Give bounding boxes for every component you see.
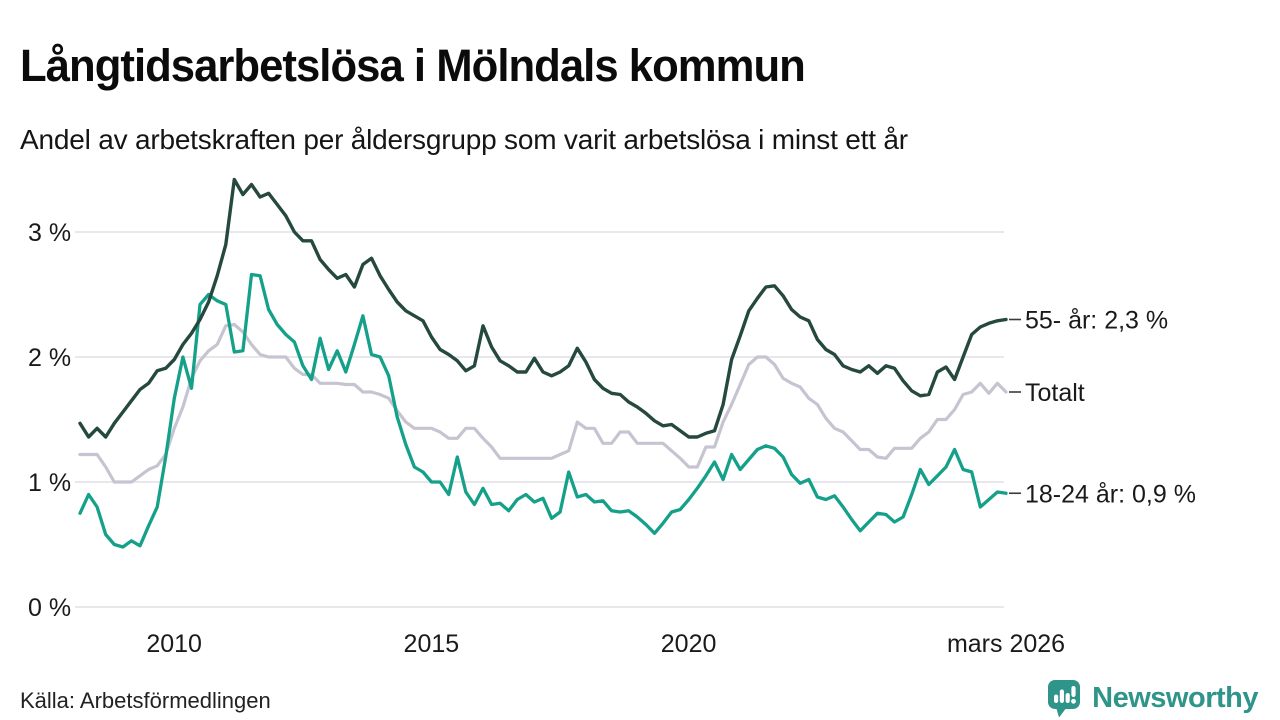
page-title: Långtidsarbetslösa i Mölndals kommun [20, 40, 806, 92]
x-axis-tick-label: mars 2026 [947, 630, 1065, 658]
source-note: Källa: Arbetsförmedlingen [20, 688, 271, 713]
brand-name: Newsworthy [1092, 681, 1258, 714]
exclamation-mark-dot [1071, 698, 1077, 704]
page-subtitle: Andel av arbetskraften per åldersgrupp s… [20, 124, 908, 155]
y-axis-tick-label: 3 % [28, 219, 71, 247]
bar-chart-bar-2 [1059, 689, 1065, 703]
brand-logo: Newsworthy [1045, 678, 1258, 718]
newsworthy-icon [1048, 680, 1081, 718]
bar-chart-bar-3 [1065, 693, 1070, 703]
series-end-label-55-r: 55- år: 2,3 % [1025, 307, 1168, 335]
y-axis-tick-label: 0 % [28, 594, 71, 622]
series-end-label-18-24-r: 18-24 år: 0,9 % [1025, 480, 1196, 508]
x-axis-tick-label: 2020 [661, 630, 717, 658]
bar-chart-bar-1 [1054, 694, 1059, 703]
series-line-55-r [78, 177, 1008, 439]
series-end-label-totalt: Totalt [1025, 379, 1085, 407]
y-axis-tick-label: 2 % [28, 344, 71, 372]
speech-bubble-tail [1056, 707, 1068, 718]
x-axis-tick-label: 2015 [404, 630, 460, 658]
x-axis-tick-label: 2010 [146, 630, 202, 658]
series-line-18-24-r [78, 272, 1008, 549]
exclamation-mark-stem [1071, 686, 1076, 697]
y-axis-tick-label: 1 % [28, 469, 71, 497]
series-line-totalt [78, 322, 1008, 484]
